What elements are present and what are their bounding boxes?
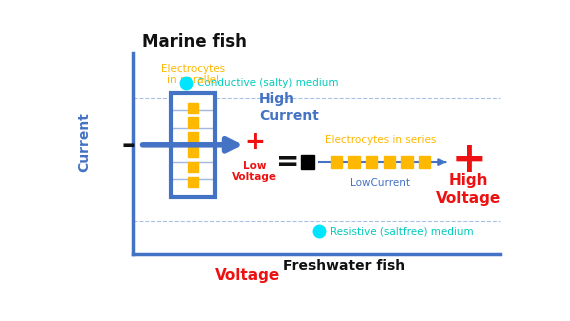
Text: Conductive (salty) medium: Conductive (salty) medium <box>197 78 339 88</box>
Text: Freshwater fish: Freshwater fish <box>283 258 405 273</box>
FancyBboxPatch shape <box>188 132 198 143</box>
Text: +: + <box>451 139 486 181</box>
Text: –: – <box>122 131 136 159</box>
FancyBboxPatch shape <box>188 162 198 172</box>
Text: High
Current: High Current <box>259 92 319 123</box>
Text: Resistive (saltfree) medium: Resistive (saltfree) medium <box>329 226 473 236</box>
Text: Electrocytes in series: Electrocytes in series <box>325 135 436 145</box>
FancyBboxPatch shape <box>301 155 314 169</box>
Text: Low
Voltage: Low Voltage <box>232 161 277 182</box>
Text: High
Voltage: High Voltage <box>436 173 502 206</box>
FancyBboxPatch shape <box>401 156 413 168</box>
FancyBboxPatch shape <box>348 156 360 168</box>
FancyBboxPatch shape <box>331 156 342 168</box>
FancyBboxPatch shape <box>188 117 198 128</box>
FancyBboxPatch shape <box>384 156 395 168</box>
Text: LowCurrent: LowCurrent <box>351 178 410 188</box>
Text: Electrocytes
in parallel: Electrocytes in parallel <box>161 64 225 85</box>
Text: Voltage: Voltage <box>215 268 280 283</box>
FancyBboxPatch shape <box>419 156 430 168</box>
FancyBboxPatch shape <box>188 102 198 113</box>
Text: +: + <box>244 130 265 154</box>
FancyBboxPatch shape <box>188 177 198 187</box>
FancyBboxPatch shape <box>170 93 215 197</box>
Text: Current: Current <box>78 112 92 172</box>
FancyBboxPatch shape <box>366 156 377 168</box>
FancyBboxPatch shape <box>188 147 198 157</box>
Text: =: = <box>276 148 299 176</box>
Text: Marine fish: Marine fish <box>142 33 247 51</box>
